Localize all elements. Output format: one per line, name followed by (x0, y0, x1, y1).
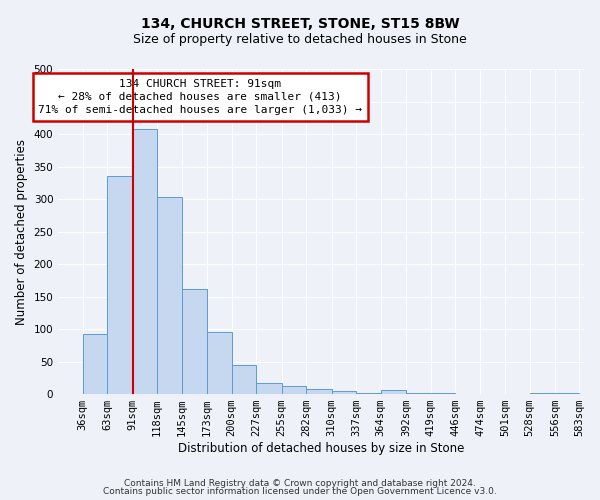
Bar (306, 389, 332, 394)
X-axis label: Distribution of detached houses by size in Stone: Distribution of detached houses by size … (178, 442, 464, 455)
Bar (256, 383, 281, 394)
Bar (107, 176, 133, 394)
Text: 134 CHURCH STREET: 91sqm
← 28% of detached houses are smaller (413)
71% of semi-: 134 CHURCH STREET: 91sqm ← 28% of detach… (38, 79, 362, 115)
Text: 134, CHURCH STREET, STONE, ST15 8BW: 134, CHURCH STREET, STONE, ST15 8BW (140, 18, 460, 32)
Bar (157, 197, 182, 394)
Text: Size of property relative to detached houses in Stone: Size of property relative to detached ho… (133, 32, 467, 46)
Bar (281, 386, 306, 394)
Text: Contains HM Land Registry data © Crown copyright and database right 2024.: Contains HM Land Registry data © Crown c… (124, 478, 476, 488)
Bar (530, 393, 555, 394)
Bar (83, 334, 107, 394)
Bar (380, 390, 406, 394)
Bar (182, 290, 207, 394)
Bar (555, 393, 580, 394)
Bar (232, 366, 256, 394)
Bar (332, 391, 356, 394)
Bar (207, 332, 232, 394)
Bar (133, 129, 157, 394)
Y-axis label: Number of detached properties: Number of detached properties (15, 138, 28, 324)
Text: Contains public sector information licensed under the Open Government Licence v3: Contains public sector information licen… (103, 487, 497, 496)
